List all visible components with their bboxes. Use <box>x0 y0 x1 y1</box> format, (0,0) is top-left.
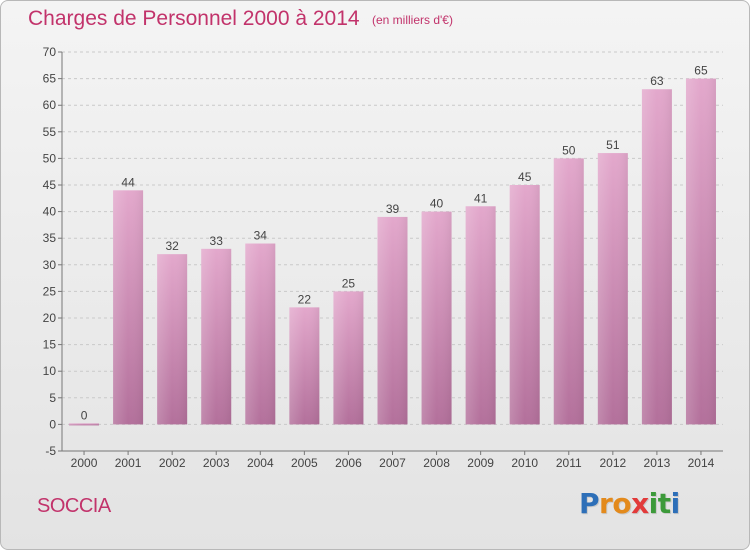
commune-name: SOCCIA <box>37 495 111 517</box>
logo-letter: t <box>657 487 671 520</box>
data-label: 41 <box>474 191 488 205</box>
logo-letter: i <box>670 487 681 520</box>
bar-shine <box>113 190 144 425</box>
data-label: 34 <box>254 229 268 243</box>
x-tick-label: 2004 <box>247 456 274 470</box>
x-tick-label: 2014 <box>688 456 715 470</box>
x-tick-label: 2002 <box>159 456 186 470</box>
x-tick-label: 2008 <box>423 456 450 470</box>
x-tick-label: 2003 <box>203 456 230 470</box>
bar-shine <box>421 211 452 425</box>
bar-shine <box>509 185 540 425</box>
logo-letter: o <box>612 487 632 520</box>
data-label: 32 <box>165 239 179 253</box>
y-tick-label: 20 <box>43 311 57 325</box>
data-label: 33 <box>210 234 224 248</box>
x-tick-label: 2012 <box>599 456 626 470</box>
x-tick-label: 2009 <box>467 456 494 470</box>
y-tick-label: 25 <box>43 284 57 298</box>
x-tick-label: 2011 <box>556 456 582 470</box>
bar-shine <box>465 206 496 425</box>
bar-shine <box>597 153 628 425</box>
bar-shine <box>157 254 188 425</box>
data-label: 40 <box>430 197 444 211</box>
x-tick-label: 2007 <box>379 456 406 470</box>
bar-shine <box>377 216 408 425</box>
data-label: 63 <box>650 74 664 88</box>
bar-shine <box>289 307 320 425</box>
data-label: 39 <box>386 202 400 216</box>
y-tick-label: 50 <box>43 151 57 165</box>
data-label: 44 <box>121 175 135 189</box>
logo-letter: i <box>648 487 659 520</box>
bar-shine <box>245 243 276 425</box>
y-tick-label: 45 <box>43 178 57 192</box>
y-tick-label: 10 <box>43 364 57 378</box>
x-tick-label: 2001 <box>115 456 142 470</box>
y-tick-label: 0 <box>49 417 56 431</box>
data-label: 25 <box>342 276 356 290</box>
data-label: 50 <box>562 143 576 157</box>
bar-shine <box>685 78 716 425</box>
bar-shine <box>69 423 100 426</box>
logo-letter: P <box>579 487 600 520</box>
x-tick-label: 2010 <box>511 456 538 470</box>
y-tick-label: -5 <box>45 444 56 458</box>
bar-shine <box>641 89 672 425</box>
logo-letter: r <box>599 487 613 520</box>
x-tick-label: 2006 <box>335 456 362 470</box>
chart-title: Charges de Personnel 2000 à 2014 <box>28 7 360 30</box>
y-tick-label: 5 <box>49 391 56 405</box>
y-tick-label: 15 <box>43 338 57 352</box>
y-tick-label: 40 <box>43 205 57 219</box>
y-tick-label: 60 <box>43 98 57 112</box>
bar-shine <box>201 248 232 425</box>
bar-shine <box>553 158 584 425</box>
y-tick-label: 30 <box>43 258 57 272</box>
chart-unit: (en milliers d'€) <box>372 13 453 27</box>
bar-shine <box>333 291 364 425</box>
y-tick-label: 35 <box>43 231 57 245</box>
x-tick-label: 2000 <box>71 456 98 470</box>
proxiti-logo: Proxiti <box>579 487 680 520</box>
y-tick-label: 70 <box>43 45 57 59</box>
data-label: 65 <box>694 64 708 78</box>
data-label: 45 <box>518 170 532 184</box>
x-tick-label: 2005 <box>291 456 318 470</box>
y-tick-label: 65 <box>43 72 57 86</box>
data-label: 0 <box>81 408 88 422</box>
y-tick-label: 55 <box>43 125 57 139</box>
data-label: 51 <box>606 138 620 152</box>
data-label: 22 <box>298 292 312 306</box>
logo-letter: x <box>631 487 649 520</box>
x-tick-label: 2013 <box>644 456 671 470</box>
